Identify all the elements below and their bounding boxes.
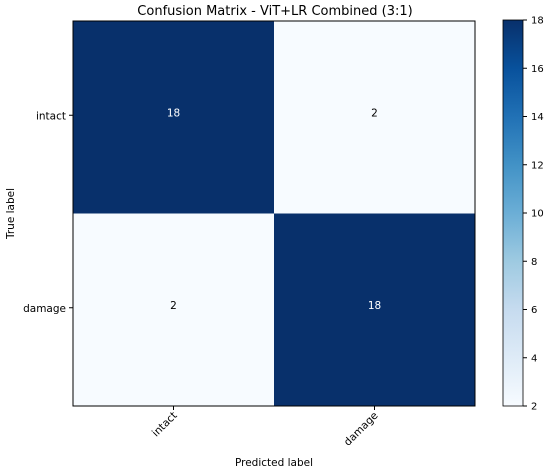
cell-value-label: 2 <box>371 107 378 119</box>
heatmap-cell <box>73 213 274 406</box>
y-tick-label: damage <box>23 303 66 315</box>
colorbar-tick-label: 4 <box>531 353 537 364</box>
colorbar-ticks: 2 4 6 8 10 12 14 16 18 <box>523 16 544 413</box>
heatmap-cell <box>274 21 475 214</box>
chart-title: Confusion Matrix - ViT+LR Combined (3:1) <box>137 4 412 19</box>
cell-value-label: 18 <box>368 300 381 312</box>
x-tick-label: damage <box>342 410 381 449</box>
colorbar-tick-label: 12 <box>531 160 544 171</box>
colorbar-tick-label: 10 <box>531 209 544 220</box>
plot-frame <box>72 20 476 407</box>
colorbar-tick-label: 6 <box>531 305 537 316</box>
heatmap-cells <box>73 21 475 406</box>
x-tick-label: intact <box>150 410 180 440</box>
colorbar: 2 4 6 8 10 12 14 16 18 <box>502 16 544 413</box>
colorbar-tick-label: 16 <box>531 64 544 75</box>
colorbar-tick-label: 14 <box>531 112 544 123</box>
colorbar-gradient <box>502 19 524 407</box>
colorbar-tick-label: 2 <box>531 402 537 413</box>
cell-value-label: 18 <box>167 107 180 119</box>
y-tick-label: intact <box>36 110 66 122</box>
y-axis-ticks: intact damage <box>23 110 73 315</box>
heatmap-cell <box>274 213 475 406</box>
colorbar-tick-label: 8 <box>531 257 537 268</box>
x-axis-label: Predicted label <box>235 457 313 468</box>
cell-value-label: 2 <box>170 300 177 312</box>
y-axis-label: True label <box>5 188 17 240</box>
heatmap-cell-values: 18 2 2 18 <box>167 107 381 312</box>
colorbar-tick-label: 18 <box>531 16 544 27</box>
heatmap-cell <box>73 21 274 214</box>
x-axis-ticks: intact damage <box>150 406 381 448</box>
